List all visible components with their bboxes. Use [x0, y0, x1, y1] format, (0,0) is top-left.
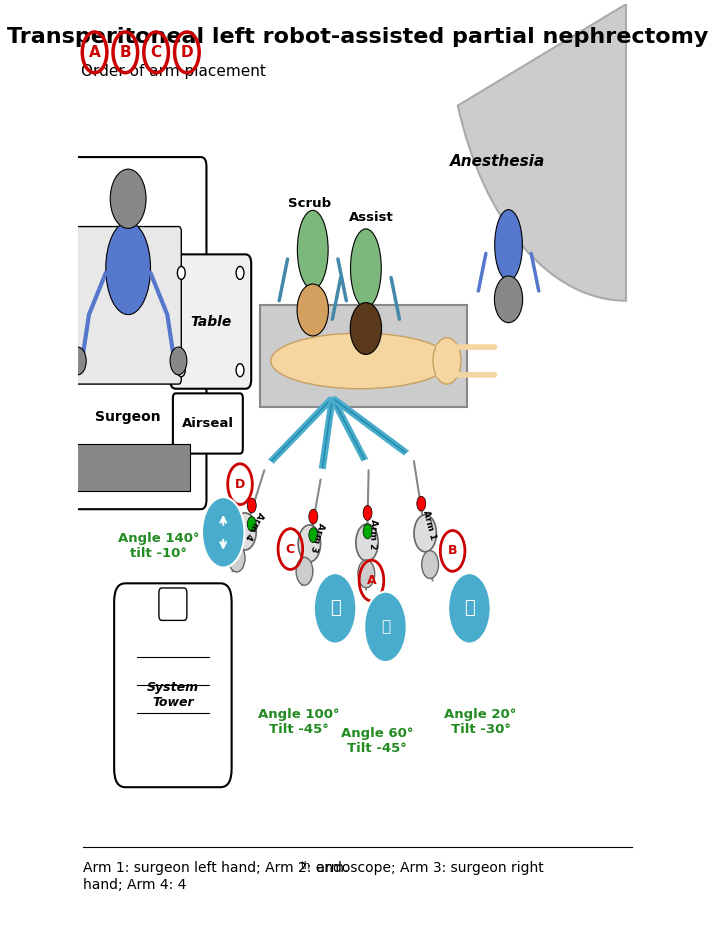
- Text: D: D: [235, 478, 245, 491]
- Circle shape: [417, 496, 425, 511]
- Text: C: C: [286, 542, 295, 555]
- Text: Scrub: Scrub: [288, 197, 332, 209]
- Text: Arm 2: Arm 2: [368, 520, 378, 550]
- Circle shape: [363, 524, 372, 539]
- Text: A: A: [367, 574, 376, 587]
- Circle shape: [202, 497, 245, 568]
- Circle shape: [228, 544, 245, 572]
- Text: Transperitoneal left robot-assisted partial nephrectomy: Transperitoneal left robot-assisted part…: [7, 26, 708, 47]
- Circle shape: [309, 527, 317, 542]
- Text: Order of arm placement: Order of arm placement: [81, 65, 265, 79]
- FancyBboxPatch shape: [114, 583, 232, 787]
- Circle shape: [422, 551, 438, 579]
- Text: Angle 140°
tilt -10°: Angle 140° tilt -10°: [118, 532, 199, 560]
- Circle shape: [177, 364, 185, 377]
- Text: Arm 1: surgeon left hand; Arm 2: endoscope; Arm 3: surgeon right
hand; Arm 4: 4: Arm 1: surgeon left hand; Arm 2: endosco…: [84, 861, 544, 892]
- Circle shape: [110, 169, 146, 228]
- Text: Surgeon: Surgeon: [95, 410, 161, 424]
- Text: ✋: ✋: [464, 599, 475, 617]
- Text: A: A: [89, 45, 100, 60]
- Circle shape: [350, 303, 382, 354]
- Circle shape: [495, 276, 523, 323]
- Circle shape: [433, 338, 461, 384]
- Ellipse shape: [271, 333, 450, 389]
- Circle shape: [170, 347, 187, 375]
- Text: System
Tower: System Tower: [147, 681, 199, 709]
- Text: Airseal: Airseal: [182, 417, 234, 430]
- Circle shape: [69, 347, 87, 375]
- Text: Angle 60°
Tilt -45°: Angle 60° Tilt -45°: [341, 726, 413, 755]
- Text: Angle 20°
Tilt -30°: Angle 20° Tilt -30°: [445, 709, 517, 737]
- Text: Arm 1: Arm 1: [420, 510, 437, 541]
- FancyBboxPatch shape: [75, 226, 182, 384]
- Circle shape: [314, 573, 356, 643]
- Text: D: D: [181, 45, 193, 60]
- Ellipse shape: [495, 209, 523, 280]
- Text: 📷: 📷: [381, 619, 390, 634]
- FancyBboxPatch shape: [159, 588, 187, 621]
- Text: Angle 100°
Tilt -45°: Angle 100° Tilt -45°: [258, 709, 340, 737]
- Text: th: th: [300, 861, 310, 871]
- FancyBboxPatch shape: [260, 306, 467, 408]
- Circle shape: [363, 506, 372, 520]
- Circle shape: [356, 524, 378, 561]
- Circle shape: [297, 284, 328, 336]
- Circle shape: [247, 498, 256, 513]
- Circle shape: [234, 513, 256, 550]
- Circle shape: [236, 266, 244, 280]
- Ellipse shape: [106, 222, 151, 314]
- Text: ✋: ✋: [330, 599, 340, 617]
- Circle shape: [358, 560, 375, 588]
- Text: Table: Table: [190, 315, 232, 329]
- Circle shape: [236, 364, 244, 377]
- Text: B: B: [448, 544, 458, 557]
- Circle shape: [298, 525, 320, 562]
- Text: Arm 4: Arm 4: [243, 510, 265, 541]
- Circle shape: [296, 557, 313, 585]
- FancyBboxPatch shape: [170, 254, 251, 389]
- Wedge shape: [458, 4, 626, 301]
- FancyBboxPatch shape: [173, 394, 243, 453]
- Circle shape: [448, 573, 490, 643]
- Text: B: B: [119, 45, 131, 60]
- Circle shape: [364, 592, 407, 662]
- Ellipse shape: [297, 210, 328, 289]
- Circle shape: [414, 515, 436, 552]
- Text: arm.: arm.: [312, 861, 348, 875]
- Ellipse shape: [350, 229, 381, 308]
- Circle shape: [177, 266, 185, 280]
- FancyBboxPatch shape: [66, 444, 189, 491]
- Text: Arm 3: Arm 3: [308, 521, 325, 553]
- Text: C: C: [151, 45, 162, 60]
- Circle shape: [247, 517, 256, 531]
- Text: Anesthesia: Anesthesia: [450, 154, 545, 169]
- Circle shape: [309, 510, 317, 524]
- Text: Assist: Assist: [349, 210, 394, 223]
- FancyBboxPatch shape: [50, 157, 207, 510]
